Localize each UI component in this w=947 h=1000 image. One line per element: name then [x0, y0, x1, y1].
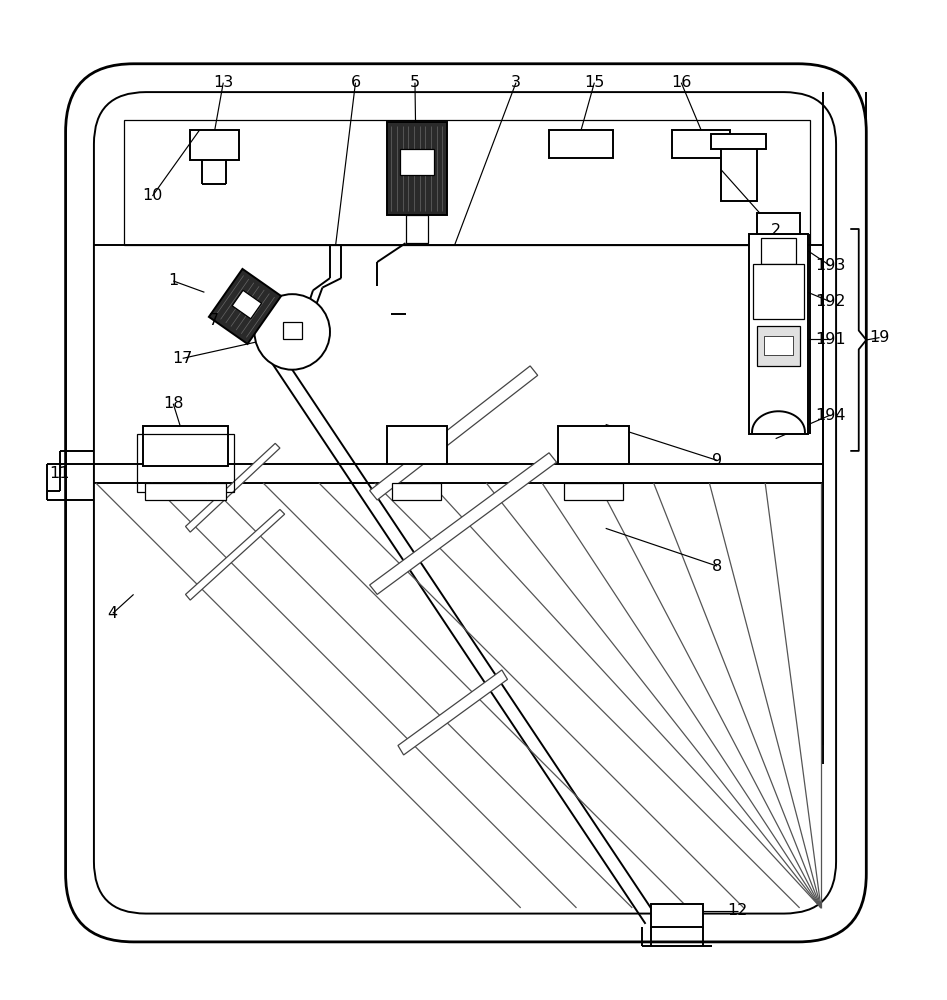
Bar — [400, 149, 434, 175]
Text: 5: 5 — [410, 75, 420, 90]
Polygon shape — [186, 509, 285, 600]
Bar — [671, 130, 730, 158]
Text: 19: 19 — [869, 330, 889, 345]
FancyBboxPatch shape — [65, 64, 867, 942]
Polygon shape — [398, 670, 508, 755]
Text: 7: 7 — [208, 313, 219, 328]
Bar — [721, 139, 757, 201]
Bar — [564, 483, 623, 500]
Bar — [190, 130, 240, 160]
Text: 6: 6 — [350, 75, 361, 90]
Bar — [386, 426, 447, 464]
Polygon shape — [232, 290, 261, 319]
Bar — [711, 134, 766, 149]
Text: 4: 4 — [108, 606, 117, 621]
Bar — [143, 426, 228, 466]
Bar — [137, 434, 234, 492]
Text: 18: 18 — [163, 396, 184, 411]
Bar — [549, 130, 614, 158]
Text: 10: 10 — [142, 188, 163, 203]
Text: 15: 15 — [584, 75, 604, 90]
Text: 12: 12 — [727, 903, 748, 918]
Bar — [392, 483, 441, 500]
Bar — [757, 213, 800, 234]
Text: 11: 11 — [49, 466, 70, 481]
Bar — [651, 904, 703, 927]
Bar — [145, 483, 226, 500]
Text: 17: 17 — [172, 351, 193, 366]
Bar — [764, 336, 793, 355]
Bar — [124, 120, 810, 245]
Text: 191: 191 — [815, 332, 846, 347]
Text: 194: 194 — [815, 408, 846, 423]
Text: 16: 16 — [671, 75, 691, 90]
Circle shape — [255, 294, 330, 370]
Text: 193: 193 — [815, 258, 846, 273]
Polygon shape — [186, 443, 280, 532]
Bar — [760, 238, 796, 264]
Polygon shape — [369, 453, 557, 594]
Text: 192: 192 — [815, 294, 846, 309]
Bar — [753, 264, 804, 319]
Polygon shape — [209, 269, 281, 344]
Text: 3: 3 — [511, 75, 521, 90]
Bar — [386, 122, 447, 215]
Bar — [559, 426, 630, 464]
Text: 13: 13 — [213, 75, 233, 90]
Text: 9: 9 — [712, 453, 723, 468]
Bar — [757, 326, 800, 366]
Bar — [405, 215, 428, 243]
Bar — [749, 234, 808, 434]
Text: 2: 2 — [771, 223, 780, 238]
Text: 8: 8 — [712, 559, 723, 574]
Text: 1: 1 — [169, 273, 178, 288]
Polygon shape — [369, 366, 538, 500]
Bar — [283, 322, 302, 339]
